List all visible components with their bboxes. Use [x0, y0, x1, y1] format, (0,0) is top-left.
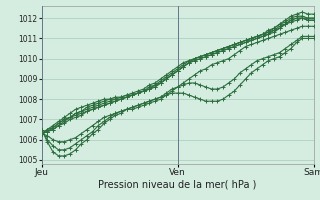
- X-axis label: Pression niveau de la mer( hPa ): Pression niveau de la mer( hPa ): [99, 180, 257, 190]
